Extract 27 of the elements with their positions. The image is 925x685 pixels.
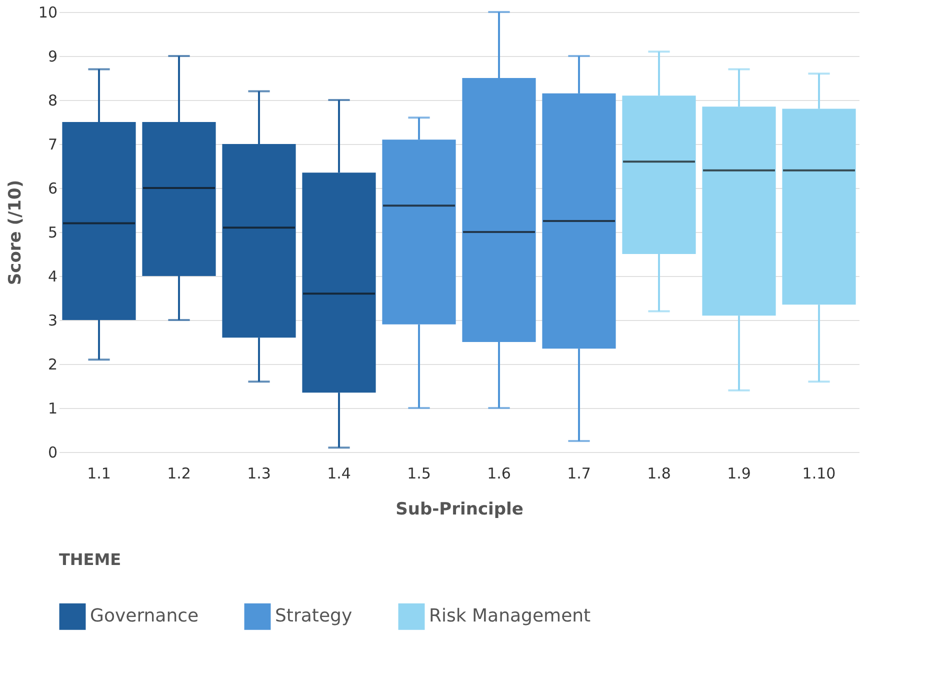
x-tick-label: 1.8: [647, 464, 671, 482]
x-tick-label: 1.4: [327, 464, 351, 482]
y-tick-label: 5: [48, 224, 58, 242]
y-tick-label: 1: [48, 400, 58, 418]
x-tick-label: 1.5: [407, 464, 431, 482]
legend-label: Strategy: [275, 606, 352, 627]
x-tick-label: 1.6: [487, 464, 511, 482]
x-tick-label: 1.3: [247, 464, 271, 482]
y-tick-label: 2: [48, 356, 58, 374]
y-tick-label: 3: [48, 312, 58, 330]
y-tick-label: 10: [38, 4, 58, 22]
legend-label: Risk Management: [429, 606, 591, 627]
legend-title: THEME: [59, 550, 122, 569]
x-tick-label: 1.10: [802, 464, 836, 482]
x-axis-title: Sub-Principle: [396, 500, 524, 520]
y-tick-label: 6: [48, 180, 58, 198]
y-tick-label: 4: [48, 268, 58, 286]
x-tick-label: 1.1: [87, 464, 111, 482]
x-tick-label: 1.9: [727, 464, 751, 482]
y-tick-label: 8: [48, 92, 58, 110]
legend-label: Governance: [90, 606, 199, 627]
x-tick-label: 1.7: [567, 464, 591, 482]
y-tick-label: 7: [48, 136, 58, 154]
y-tick-label: 9: [48, 48, 58, 66]
x-tick-label: 1.2: [167, 464, 191, 482]
y-axis-title: Score (/10): [5, 180, 26, 286]
y-tick-label: 0: [48, 444, 58, 462]
